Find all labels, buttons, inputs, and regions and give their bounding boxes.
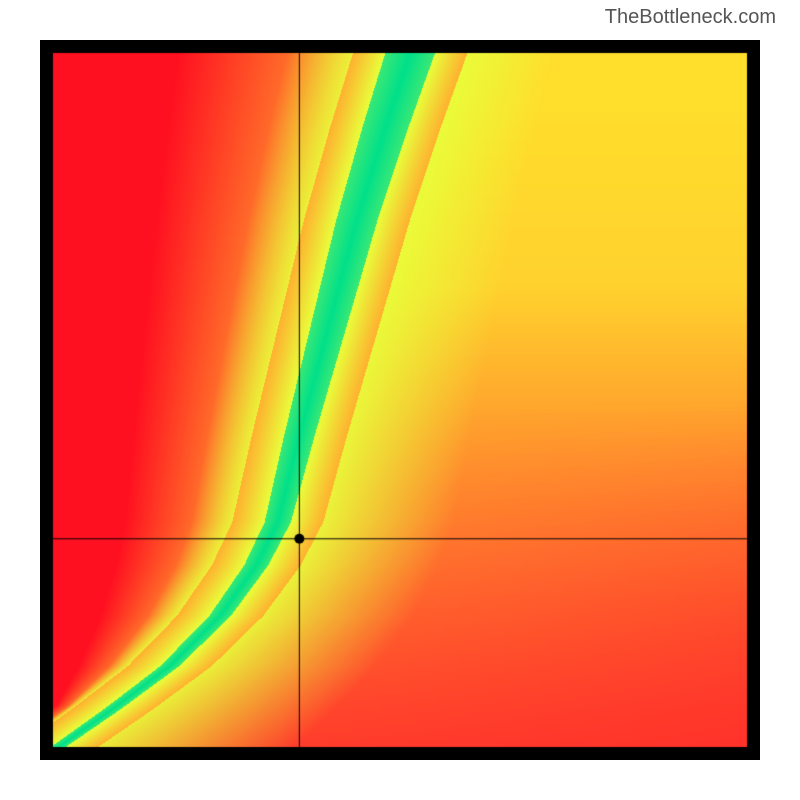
heatmap-canvas [40,40,760,760]
chart-container: TheBottleneck.com [0,0,800,800]
watermark-text: TheBottleneck.com [605,6,776,29]
plot-area [40,40,760,760]
